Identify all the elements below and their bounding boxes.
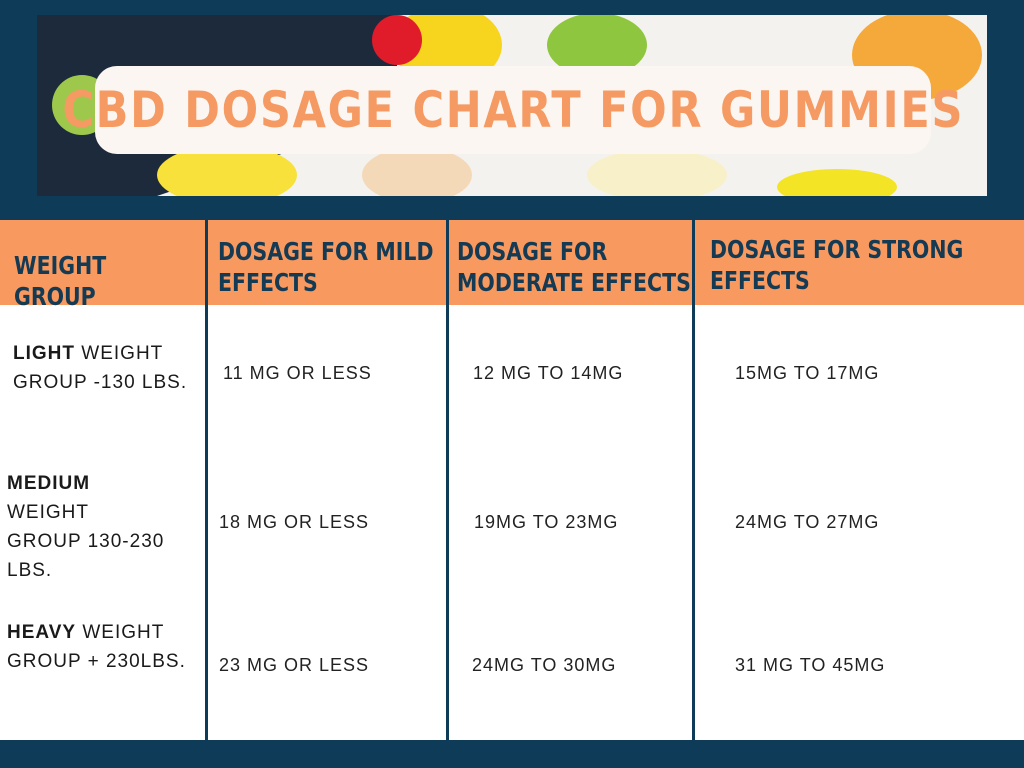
cell: 19MG TO 23MG	[474, 512, 619, 532]
title: CBD DOSAGE CHART FOR GUMMIES	[62, 81, 964, 139]
weight-group: MEDIUM WEIGHT GROUP 130-230 LBS.	[7, 469, 167, 585]
column-header: DOSAGE FOR STRONG EFFECTS	[710, 235, 964, 295]
gummy	[547, 15, 647, 77]
table-body	[0, 305, 1024, 740]
column-header: WEIGHT GROUP	[14, 251, 107, 311]
cell: 11 MG OR LESS	[223, 363, 372, 383]
gummy	[372, 15, 422, 65]
group-text: WEIGHT GROUP 130-230 LBS.	[7, 502, 165, 581]
group-text: WEIGHT GROUP -130 LBS.	[13, 343, 188, 393]
cell: 31 MG TO 45MG	[735, 655, 886, 675]
cell: 24MG TO 30MG	[472, 655, 617, 675]
weight-group: LIGHT WEIGHT GROUP -130 LBS.	[13, 339, 198, 397]
column-header: DOSAGE FOR MODERATE EFFECTS	[457, 237, 691, 297]
cell: 24MG TO 27MG	[735, 512, 880, 532]
header-row	[0, 220, 1024, 305]
group-bold: HEAVY	[7, 622, 77, 643]
divider	[446, 220, 449, 740]
group-bold: LIGHT	[13, 343, 75, 364]
column-header: DOSAGE FOR MILD EFFECTS	[218, 237, 434, 297]
gummy	[777, 169, 897, 196]
cell: 23 MG OR LESS	[219, 655, 370, 675]
group-text: WEIGHT GROUP + 230LBS.	[7, 622, 186, 672]
gummy	[362, 147, 472, 196]
divider	[692, 220, 695, 740]
cell: 18 MG OR LESS	[219, 512, 370, 532]
cell: 15MG TO 17MG	[735, 363, 880, 383]
gummy	[587, 149, 727, 196]
weight-group: HEAVY WEIGHT GROUP + 230LBS.	[7, 618, 202, 676]
divider	[205, 220, 208, 740]
gummy	[157, 145, 297, 196]
cell: 12 MG TO 14MG	[473, 363, 624, 383]
title-pill: CBD DOSAGE CHART FOR GUMMIES	[62, 66, 962, 154]
group-bold: MEDIUM	[7, 473, 91, 494]
